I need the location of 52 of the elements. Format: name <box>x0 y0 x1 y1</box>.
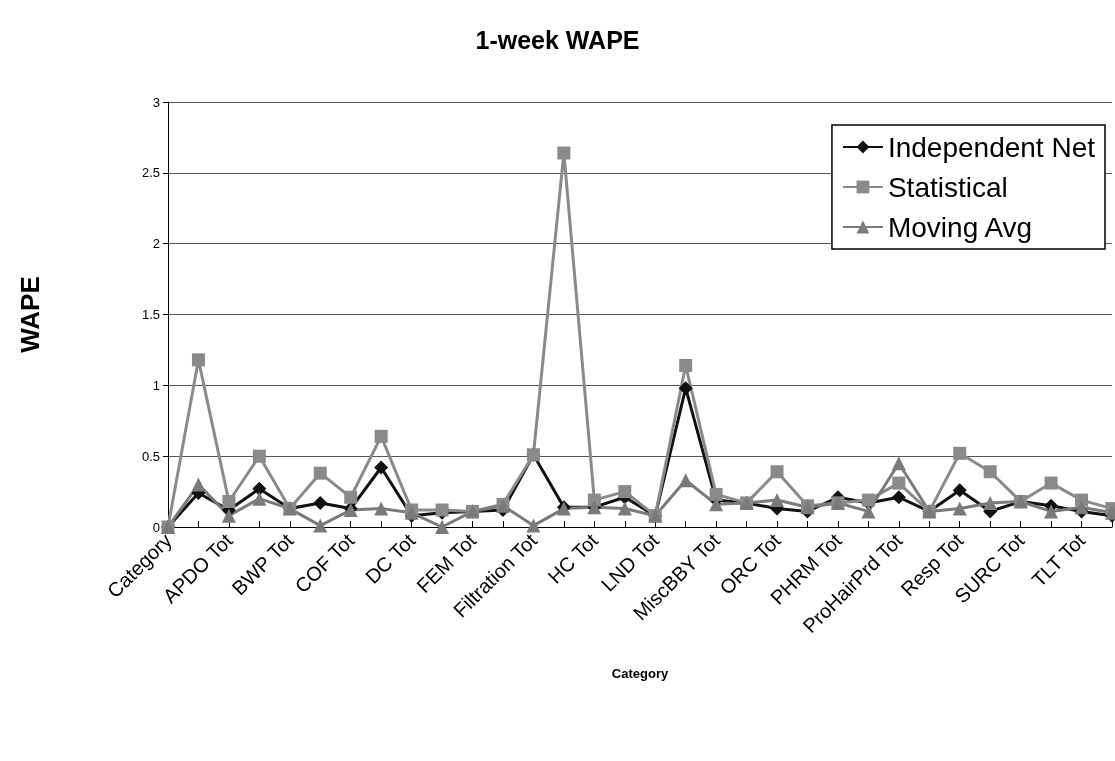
point <box>952 501 967 516</box>
y-tick-label: 0.5 <box>141 448 160 464</box>
point <box>709 487 723 501</box>
point <box>617 501 632 516</box>
point <box>313 518 328 533</box>
point <box>252 481 267 496</box>
point <box>1074 500 1089 515</box>
point <box>679 359 693 372</box>
point <box>618 485 632 499</box>
point <box>374 429 388 443</box>
point <box>344 490 358 504</box>
point <box>678 473 693 488</box>
y-tick-label: 0 <box>152 519 160 535</box>
y-tick-label: 3 <box>152 94 160 110</box>
point <box>709 497 724 512</box>
point <box>861 504 876 519</box>
point <box>374 460 389 475</box>
point <box>891 456 906 471</box>
legend-label: Moving Avg <box>887 211 1033 243</box>
point <box>770 493 785 508</box>
point <box>891 490 906 505</box>
point <box>983 495 998 510</box>
point <box>313 466 327 480</box>
legend-label: Statistical <box>887 171 1008 203</box>
point <box>557 146 571 160</box>
point <box>1044 476 1058 490</box>
point <box>435 520 450 534</box>
chart-title: 1-week WAPE <box>475 25 640 54</box>
y-tick-label: 2 <box>152 236 160 252</box>
point <box>252 449 266 463</box>
point <box>191 477 206 492</box>
point <box>770 465 784 479</box>
y-axis-title: WAPE <box>15 276 45 353</box>
point <box>952 483 967 498</box>
point <box>1044 504 1059 519</box>
point <box>892 476 906 490</box>
point <box>191 353 205 367</box>
point <box>678 381 693 396</box>
legend-label: Independent Net <box>887 131 1096 163</box>
point <box>252 491 267 506</box>
x-tick-label: TLT Tot <box>1027 528 1090 592</box>
point <box>526 518 541 533</box>
point <box>221 508 236 523</box>
point <box>374 501 389 516</box>
point <box>983 465 997 479</box>
x-axis-title: Category <box>611 666 669 681</box>
point <box>953 446 967 460</box>
y-tick-label: 1.5 <box>141 307 160 322</box>
point <box>313 495 328 510</box>
point <box>222 495 236 508</box>
y-tick-label: 2.5 <box>141 165 160 181</box>
y-tick-label: 1 <box>152 377 160 393</box>
